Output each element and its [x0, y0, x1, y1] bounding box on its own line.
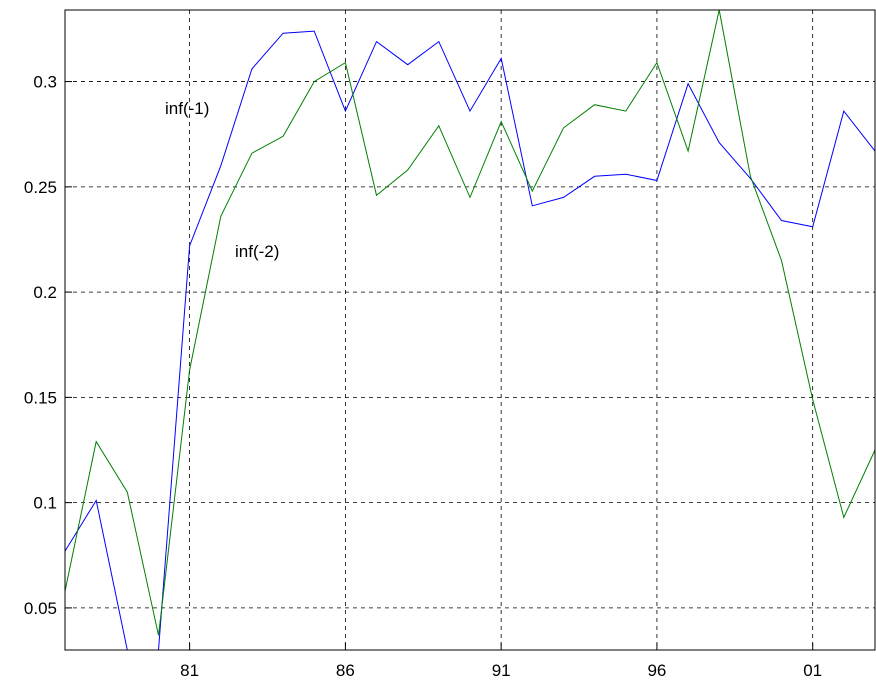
plot-frame: [64, 9, 876, 651]
x-tick-label: 91: [492, 661, 511, 680]
x-tick-label: 86: [336, 661, 355, 680]
y-tick-label: 0.25: [24, 178, 57, 197]
series-label: inf(-2): [235, 242, 279, 261]
series-line: [64, 9, 876, 636]
y-tick-label: 0.1: [33, 494, 57, 513]
y-tick-label: 0.05: [24, 599, 57, 618]
plot-area: [65, 10, 875, 650]
y-tick-label: 0.3: [33, 73, 57, 92]
y-tick-label: 0.15: [24, 388, 57, 407]
x-tick-label: 81: [180, 661, 199, 680]
series-line: [64, 30, 876, 651]
y-tick-label: 0.2: [33, 283, 57, 302]
x-tick-label: 01: [803, 661, 822, 680]
series-label: inf(-1): [165, 99, 209, 118]
x-tick-label: 96: [647, 661, 666, 680]
